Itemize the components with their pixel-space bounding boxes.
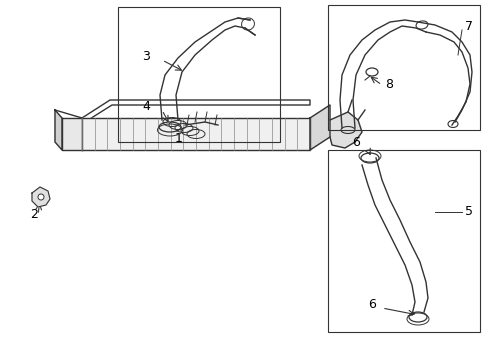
Bar: [118, 7, 280, 142]
Text: 6: 6: [368, 298, 376, 311]
Polygon shape: [310, 105, 330, 150]
Text: 3: 3: [142, 50, 150, 63]
Text: 6: 6: [352, 136, 360, 149]
Text: 7: 7: [465, 20, 473, 33]
Text: 8: 8: [385, 78, 393, 91]
Text: 1: 1: [175, 132, 183, 145]
Bar: [328, 5, 480, 130]
Polygon shape: [330, 112, 362, 148]
Ellipse shape: [38, 194, 44, 200]
Polygon shape: [82, 118, 310, 150]
Text: 5: 5: [465, 205, 473, 218]
Text: 2: 2: [30, 208, 38, 221]
Text: 4: 4: [142, 100, 150, 113]
Polygon shape: [62, 118, 82, 150]
Polygon shape: [55, 110, 62, 150]
Polygon shape: [32, 187, 50, 207]
Bar: [328, 150, 480, 332]
